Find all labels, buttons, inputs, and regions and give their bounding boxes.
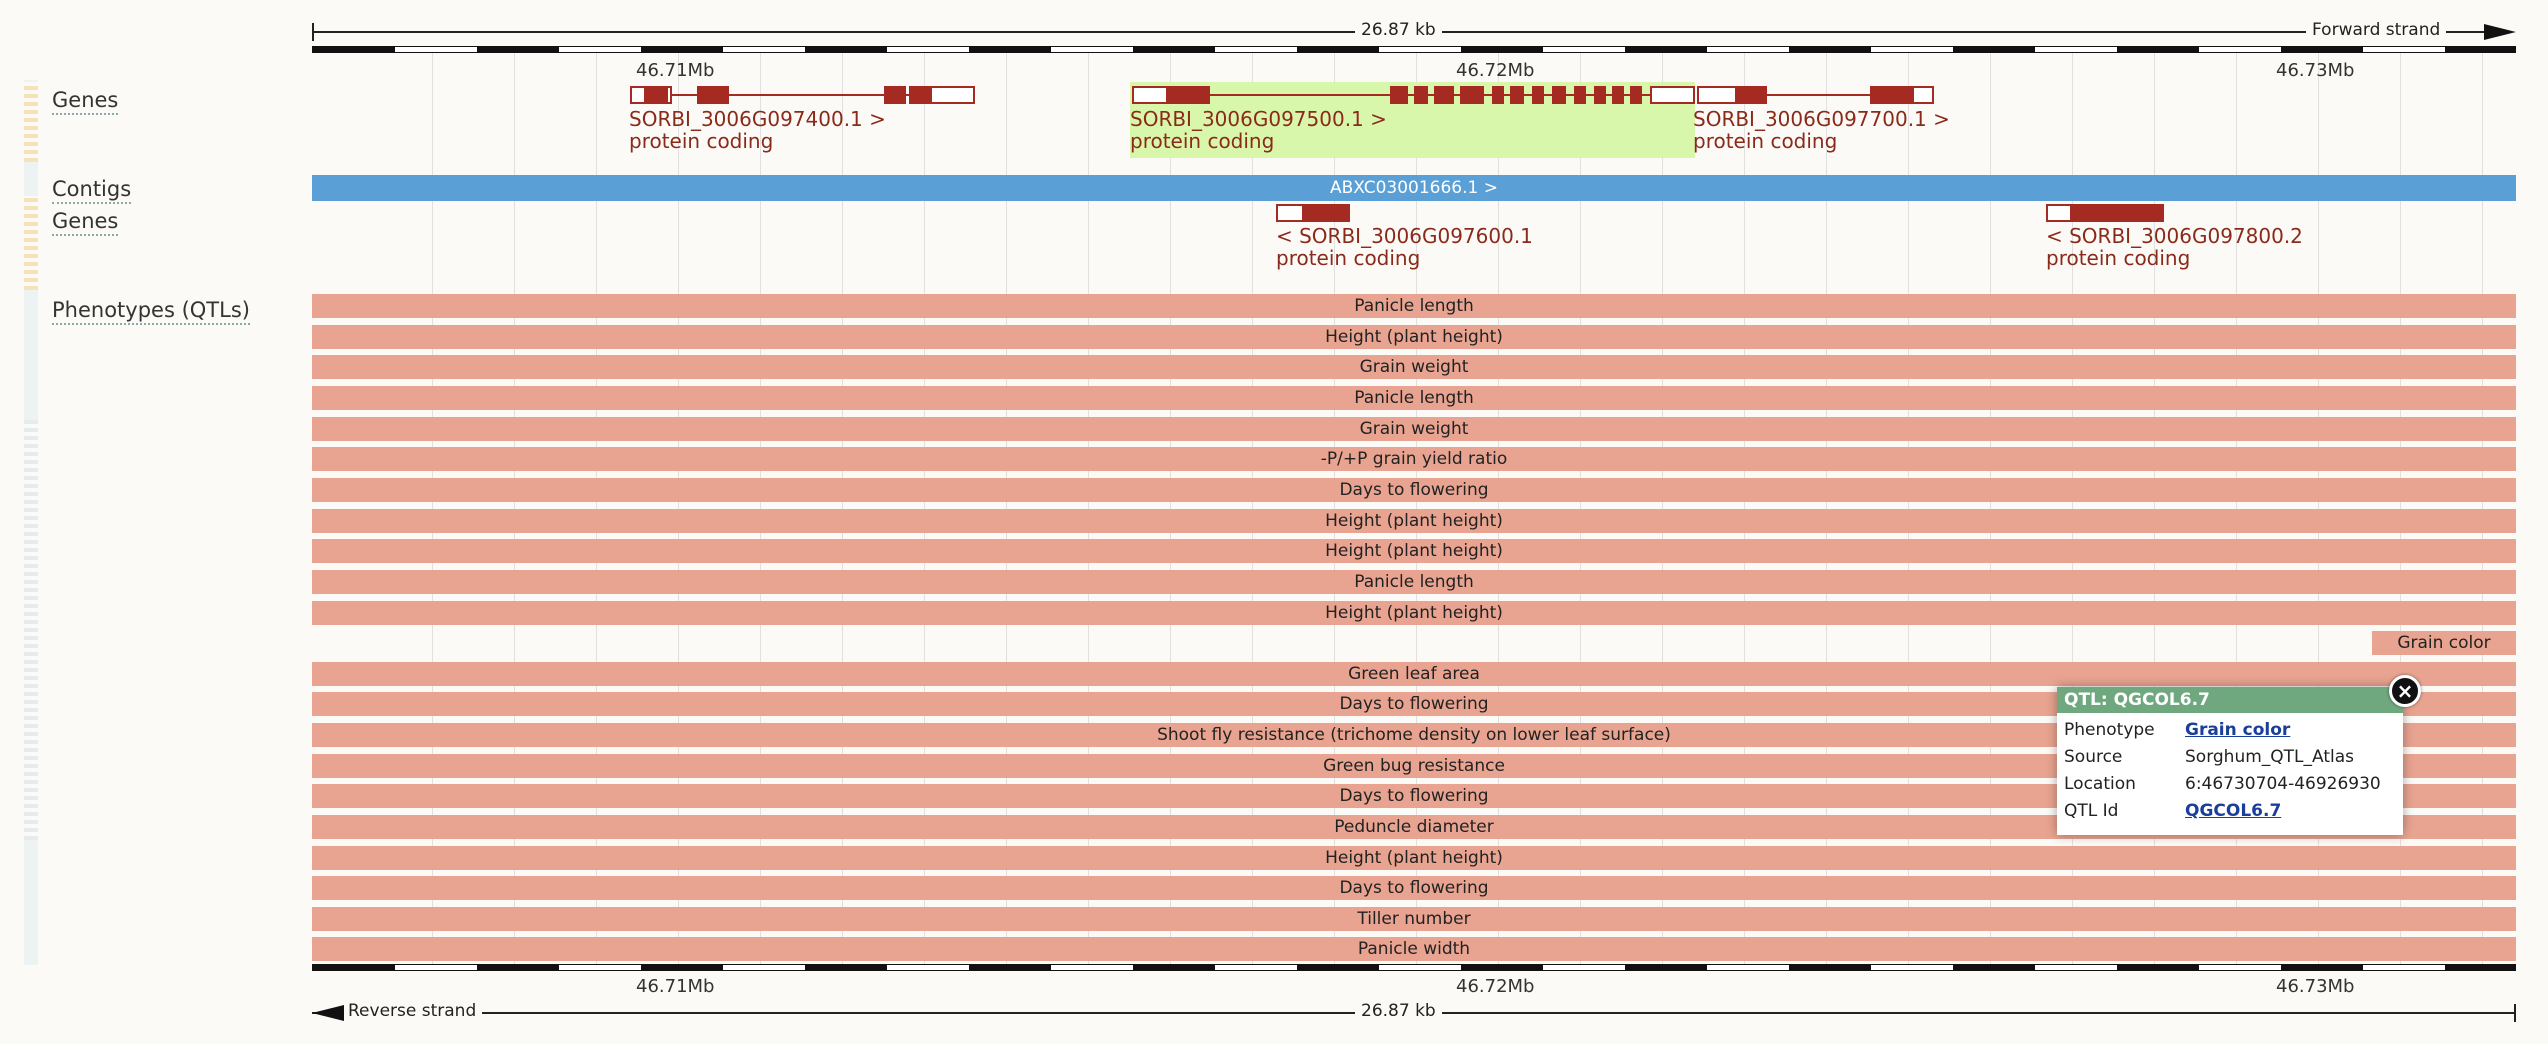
mb-label: 46.73Mb (2276, 976, 2355, 997)
popup-value: 6:46730704-46926930 (2185, 774, 2381, 794)
intron-line (1697, 94, 1934, 96)
popup-key: Phenotype (2064, 720, 2155, 740)
forward-strand-label: Forward strand (2306, 20, 2447, 40)
exon-box (1532, 86, 1544, 104)
qtl-bar[interactable]: Grain weight (312, 417, 2516, 441)
ruler-end-tick (2514, 1004, 2516, 1022)
popup-key: Location (2064, 774, 2136, 794)
exon-box (1735, 86, 1767, 104)
exon-box (1302, 204, 1350, 222)
utr-box (1912, 86, 1934, 104)
qtl-bar[interactable]: Height (plant height) (312, 601, 2516, 625)
scale-bar-top (312, 46, 2516, 53)
qtl-bar[interactable]: -P/+P grain yield ratio (312, 447, 2516, 471)
phenotypes-drag-handle[interactable] (24, 420, 38, 840)
qtl-bar[interactable]: Days to flowering (312, 478, 2516, 502)
qtl-info-popup: QTL: QGCOL6.7 Phenotype Grain color Sourc… (2057, 687, 2403, 835)
exon-box (1594, 86, 1606, 104)
popup-row-phenotype: Phenotype Grain color (2064, 717, 2290, 743)
popup-row-source: Source Sorghum_QTL_Atlas (2064, 744, 2354, 770)
exon-box (1168, 86, 1210, 104)
utr-box (930, 86, 975, 104)
exon-box (1870, 86, 1916, 104)
mb-label: 46.72Mb (1456, 60, 1535, 81)
popup-key: Source (2064, 747, 2123, 767)
reverse-arrow-icon (312, 1005, 344, 1021)
popup-key: QTL Id (2064, 801, 2119, 821)
gene-name-label: SORBI_3006G097400.1 > (629, 107, 886, 131)
exon-box (1390, 86, 1408, 104)
gene-biotype-label: protein coding (1130, 129, 1275, 153)
qtl-bar[interactable]: Height (plant height) (312, 846, 2516, 870)
gene-biotype-label: protein coding (1276, 246, 1421, 270)
contig-bar[interactable]: ABXC03001666.1 > (312, 175, 2516, 201)
gene-biotype-label: protein coding (2046, 246, 2191, 270)
exon-box (1434, 86, 1454, 104)
popup-row-location: Location 6:46730704-46926930 (2064, 771, 2381, 797)
qtl-bar-grain-color[interactable]: Grain color (2372, 631, 2516, 655)
gene-name-label: SORBI_3006G097700.1 > (1693, 107, 1950, 131)
utr-box (1132, 86, 1168, 104)
qtl-bar[interactable]: Height (plant height) (312, 539, 2516, 563)
intron-line (630, 94, 975, 96)
gene-biotype-label: protein coding (1693, 129, 1838, 153)
exon-box (884, 86, 906, 104)
exon-box (1414, 86, 1428, 104)
utr-box (1650, 86, 1695, 104)
exon-box (1460, 86, 1484, 104)
qtl-bar[interactable]: Tiller number (312, 907, 2516, 931)
popup-value: Sorghum_QTL_Atlas (2185, 747, 2355, 767)
intron-line (1132, 94, 1695, 96)
mb-label: 46.71Mb (636, 976, 715, 997)
genes-forward-drag-handle[interactable] (24, 82, 38, 162)
track-label-genes-forward[interactable]: Genes (52, 87, 119, 115)
exon-box (2070, 204, 2164, 222)
qtl-bar[interactable]: Height (plant height) (312, 325, 2516, 349)
mb-label: 46.72Mb (1456, 976, 1535, 997)
exon-box (1574, 86, 1586, 104)
phenotype-link[interactable]: Grain color (2185, 720, 2291, 740)
track-label-genes-reverse[interactable]: Genes (52, 208, 119, 236)
qtl-bar[interactable]: Height (plant height) (312, 509, 2516, 533)
gene-name-label: < SORBI_3006G097800.2 (2046, 224, 2303, 248)
qtl-bar[interactable]: Panicle length (312, 294, 2516, 318)
exon-box (1552, 86, 1566, 104)
exon-box (1510, 86, 1524, 104)
qtl-id-link[interactable]: QGCOL6.7 (2185, 801, 2282, 821)
ruler-length-label: 26.87 kb (1355, 20, 1442, 40)
qtl-bar[interactable]: Green leaf area (312, 662, 2516, 686)
exon-box (909, 86, 931, 104)
ruler-length-label-bottom: 26.87 kb (1355, 1001, 1442, 1021)
qtl-bar[interactable]: Panicle length (312, 570, 2516, 594)
gene-biotype-label: protein coding (629, 129, 774, 153)
exon-box (1492, 86, 1504, 104)
qtl-bar[interactable]: Panicle width (312, 937, 2516, 961)
forward-arrow-icon (2484, 24, 2516, 40)
close-icon[interactable]: × (2389, 675, 2421, 707)
gene-name-label: SORBI_3006G097500.1 > (1130, 107, 1387, 131)
exon-box (1630, 86, 1642, 104)
qtl-bar[interactable]: Panicle length (312, 386, 2516, 410)
utr-box (1697, 86, 1739, 104)
popup-row-qtl-id: QTL Id QGCOL6.7 (2064, 798, 2281, 824)
exon-box (697, 86, 729, 104)
exon-box (644, 86, 668, 104)
genes-reverse-drag-handle[interactable] (24, 196, 38, 290)
scale-bar-bottom (312, 964, 2516, 971)
mb-label: 46.71Mb (636, 60, 715, 81)
track-label-contigs[interactable]: Contigs (52, 176, 132, 204)
qtl-bar[interactable]: Grain weight (312, 355, 2516, 379)
track-label-phenotypes[interactable]: Phenotypes (QTLs) (52, 297, 250, 325)
qtl-bar[interactable]: Days to flowering (312, 876, 2516, 900)
popup-title: QTL: QGCOL6.7 (2057, 687, 2403, 713)
gene-name-label: < SORBI_3006G097600.1 (1276, 224, 1533, 248)
exon-box (1612, 86, 1624, 104)
mb-label: 46.73Mb (2276, 60, 2355, 81)
reverse-strand-label: Reverse strand (344, 1001, 483, 1021)
